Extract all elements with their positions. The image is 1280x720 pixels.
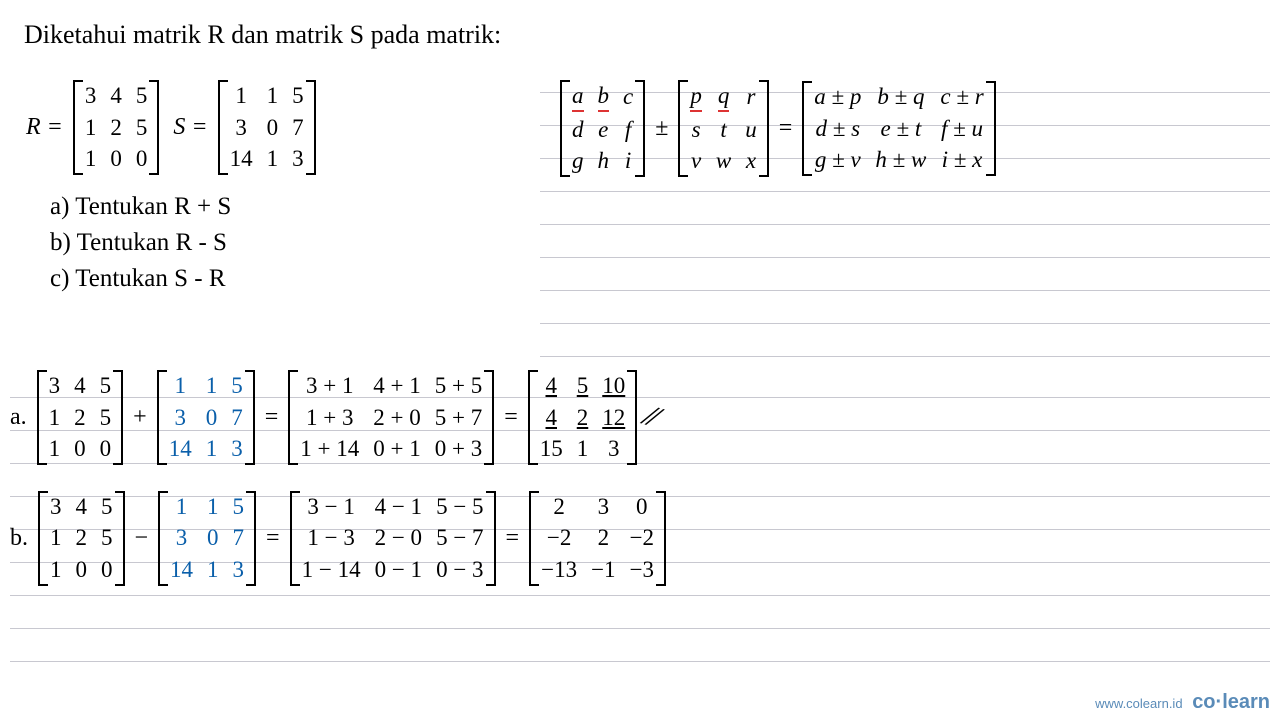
problem-title: Diketahui matrik R dan matrik S pada mat…: [24, 20, 1256, 50]
worked-solutions: a. 345 125 100 + 115 307 1413 = 3 + 14 +…: [10, 370, 666, 598]
r-label: R =: [26, 114, 63, 141]
brand-logo: co·learn: [1192, 691, 1270, 713]
label-a: a.: [10, 404, 27, 431]
result-b: 230 −22−2 −13−1−3: [529, 491, 666, 586]
solution-b: b. 345 125 100 − 115 307 1413 = 3 − 14 −…: [10, 491, 666, 586]
s-label: S =: [173, 114, 207, 141]
matrix-r: 345 125 100: [73, 80, 160, 175]
result-a: 4510 4212 1513: [528, 370, 638, 465]
tick-icon: ⁄⁄: [643, 400, 661, 435]
formula-block: abc def ghi ± pqr stu vwx =: [560, 80, 996, 185]
matrix-s: 115 307 1413: [218, 80, 316, 175]
plus-sign: +: [133, 404, 147, 431]
label-b: b.: [10, 525, 28, 552]
formula-matrix-result: a ± pb ± qc ± r d ± se ± tf ± u g ± vh ±…: [802, 81, 995, 176]
watermark-url: www.colearn.id: [1095, 696, 1182, 711]
question-a: a) Tentukan R + S: [50, 193, 316, 221]
formula-matrix-b: pqr stu vwx: [678, 80, 768, 177]
matrix-definitions: R = 345 125 100 S = 115 307 1413: [20, 80, 316, 309]
eq-sign: =: [779, 115, 793, 142]
question-b: b) Tentukan R - S: [50, 229, 316, 257]
question-c: c) Tentukan S - R: [50, 265, 316, 293]
minus-sign: −: [135, 525, 149, 552]
watermark: www.colearn.id co·learn: [1095, 691, 1270, 714]
formula-matrix-a: abc def ghi: [560, 80, 645, 177]
solution-a: a. 345 125 100 + 115 307 1413 = 3 + 14 +…: [10, 370, 666, 465]
question-list: a) Tentukan R + S b) Tentukan R - S c) T…: [50, 193, 316, 293]
pm-sign: ±: [655, 115, 668, 142]
